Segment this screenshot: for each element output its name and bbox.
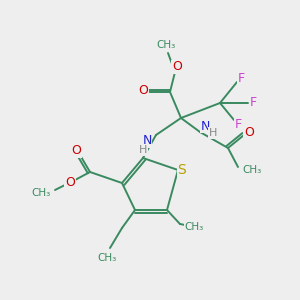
Text: F: F — [249, 97, 256, 110]
Text: CH₃: CH₃ — [156, 40, 176, 50]
Text: H: H — [209, 128, 217, 138]
Text: N: N — [200, 119, 210, 133]
Text: CH₃: CH₃ — [242, 165, 262, 175]
Text: H: H — [139, 145, 147, 155]
Text: S: S — [178, 163, 186, 177]
Text: CH₃: CH₃ — [184, 222, 204, 232]
Text: F: F — [237, 73, 244, 85]
Text: O: O — [138, 83, 148, 97]
Text: O: O — [244, 125, 254, 139]
Text: CH₃: CH₃ — [32, 188, 51, 198]
Text: O: O — [65, 176, 75, 188]
Text: O: O — [172, 61, 182, 74]
Text: N: N — [142, 134, 152, 148]
Text: O: O — [71, 145, 81, 158]
Text: CH₃: CH₃ — [98, 253, 117, 263]
Text: F: F — [234, 118, 242, 131]
